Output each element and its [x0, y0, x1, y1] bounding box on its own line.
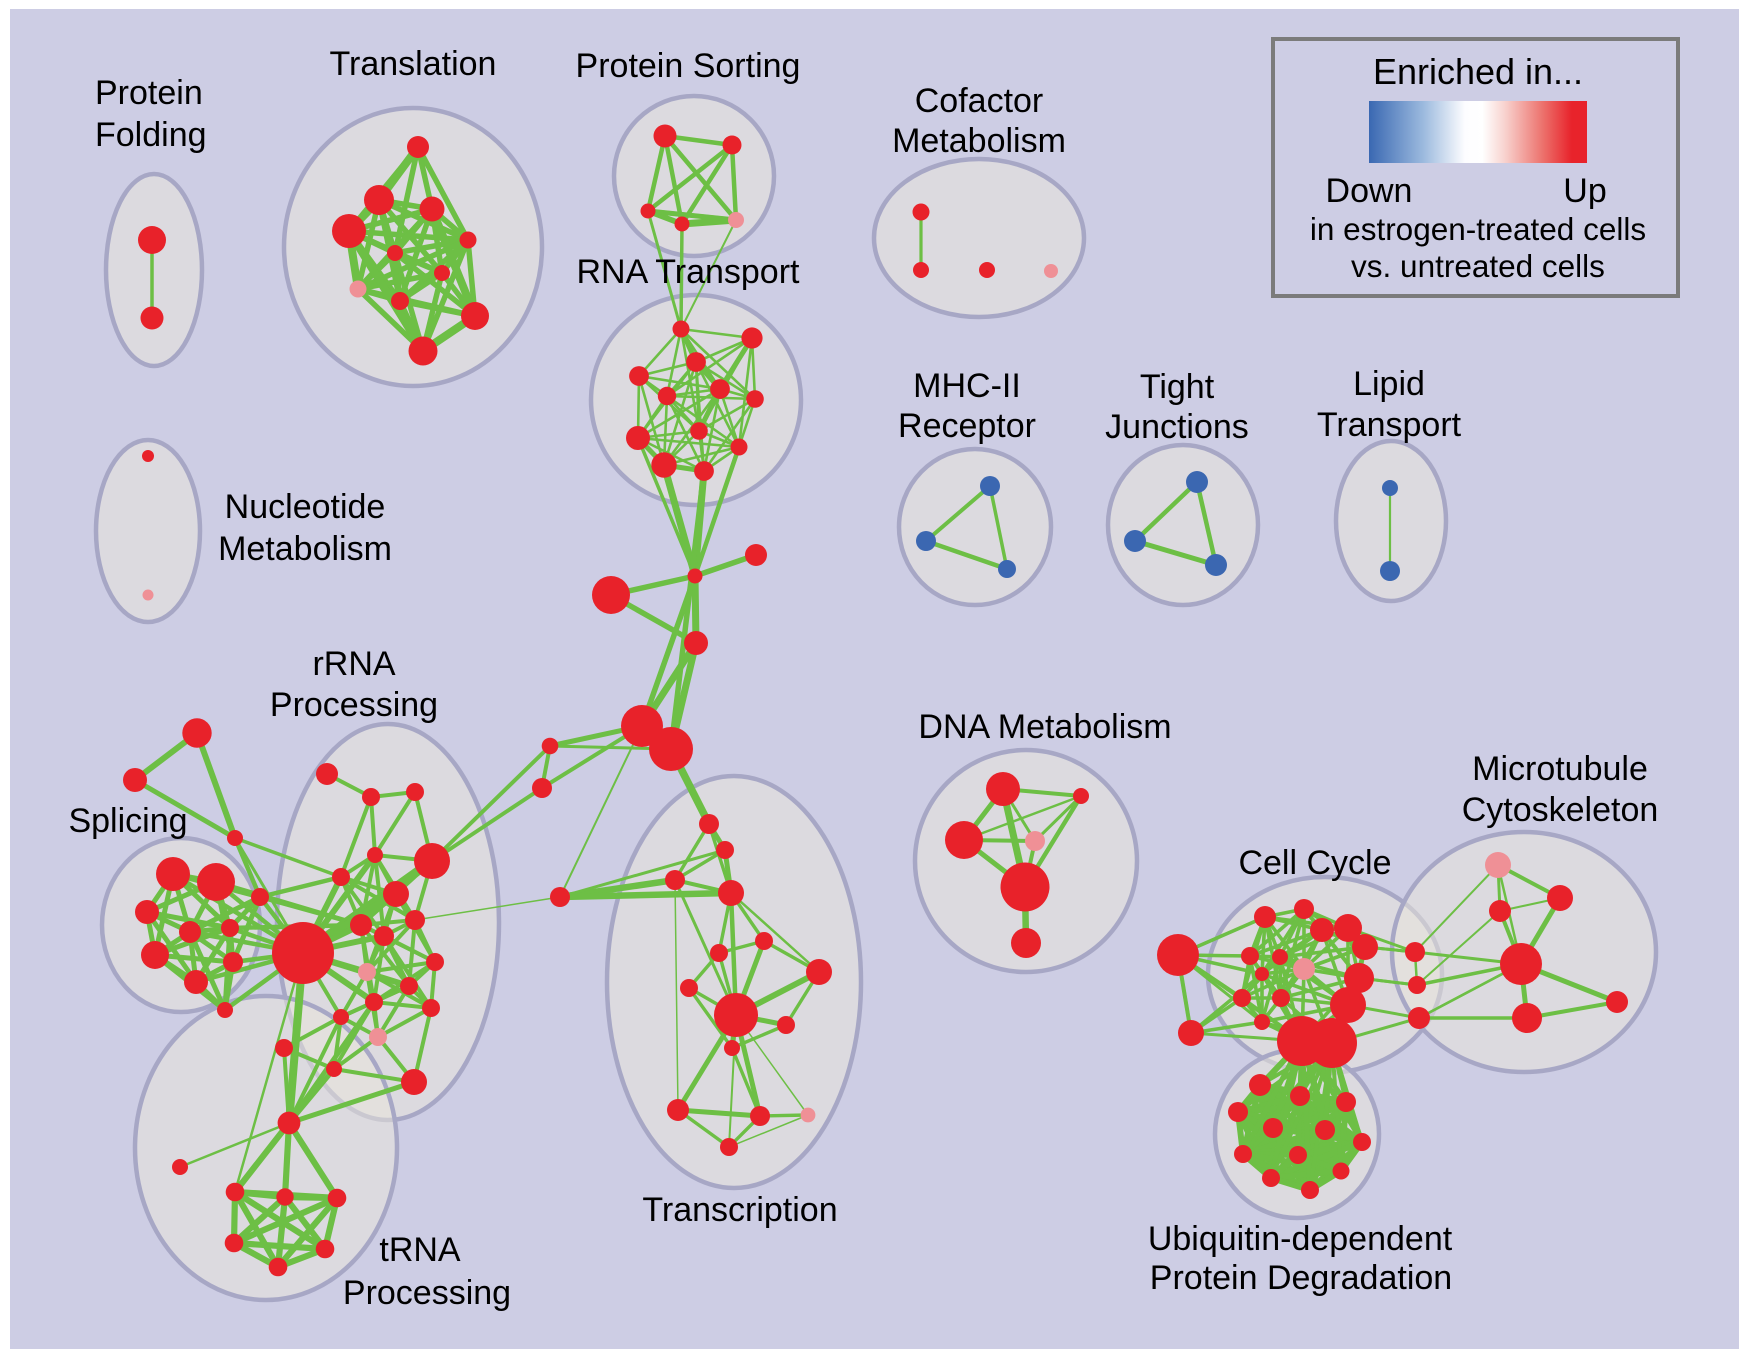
svg-text:Folding: Folding [95, 116, 207, 154]
svg-text:Microtubule: Microtubule [1472, 750, 1648, 788]
svg-text:Lipid: Lipid [1353, 365, 1425, 403]
svg-text:Receptor: Receptor [898, 407, 1036, 445]
svg-text:Down: Down [1326, 172, 1413, 210]
svg-text:Translation: Translation [330, 45, 497, 83]
svg-text:Ubiquitin-dependent: Ubiquitin-dependent [1148, 1220, 1453, 1258]
svg-text:Metabolism: Metabolism [892, 122, 1066, 160]
svg-text:rRNA: rRNA [312, 645, 395, 683]
svg-text:Transcription: Transcription [642, 1191, 837, 1229]
svg-text:Up: Up [1563, 172, 1606, 210]
svg-text:Protein Degradation: Protein Degradation [1150, 1259, 1452, 1297]
svg-text:Processing: Processing [270, 686, 438, 724]
svg-text:Tight: Tight [1140, 368, 1215, 406]
svg-text:Protein: Protein [95, 74, 203, 112]
svg-text:Enriched in...: Enriched in... [1373, 51, 1583, 92]
svg-text:Junctions: Junctions [1105, 408, 1249, 446]
svg-text:DNA Metabolism: DNA Metabolism [918, 708, 1171, 746]
svg-text:Metabolism: Metabolism [218, 530, 392, 568]
svg-text:Transport: Transport [1317, 406, 1462, 444]
svg-text:Protein Sorting: Protein Sorting [576, 47, 801, 85]
svg-text:Cell Cycle: Cell Cycle [1238, 844, 1391, 882]
svg-text:MHC-II: MHC-II [913, 367, 1021, 405]
svg-text:Cofactor: Cofactor [915, 82, 1044, 120]
svg-text:in estrogen-treated cells: in estrogen-treated cells [1310, 211, 1646, 247]
svg-text:Processing: Processing [343, 1274, 511, 1312]
svg-text:Nucleotide: Nucleotide [225, 488, 386, 526]
svg-text:Cytoskeleton: Cytoskeleton [1462, 791, 1659, 829]
svg-text:RNA Transport: RNA Transport [577, 253, 801, 291]
svg-text:tRNA: tRNA [379, 1231, 461, 1269]
svg-text:Splicing: Splicing [68, 802, 187, 840]
svg-text:vs. untreated cells: vs. untreated cells [1351, 248, 1605, 284]
